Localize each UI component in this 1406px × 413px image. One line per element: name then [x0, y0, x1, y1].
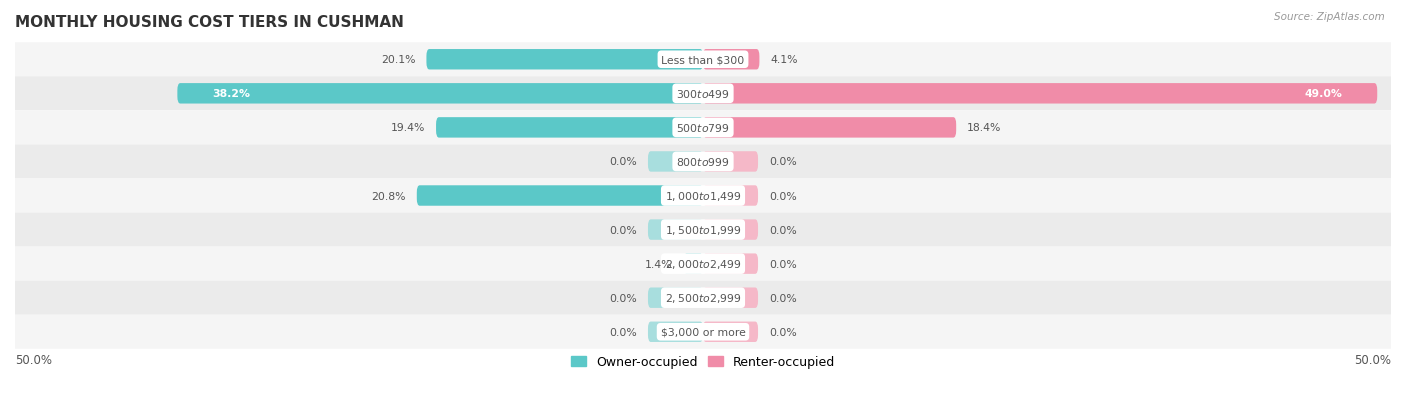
Text: 50.0%: 50.0%	[15, 353, 52, 366]
Text: 0.0%: 0.0%	[769, 191, 797, 201]
Text: Less than $300: Less than $300	[661, 55, 745, 65]
FancyBboxPatch shape	[648, 322, 703, 342]
Text: $1,000 to $1,499: $1,000 to $1,499	[665, 190, 741, 202]
Text: 0.0%: 0.0%	[609, 157, 637, 167]
FancyBboxPatch shape	[15, 281, 1391, 315]
Text: 18.4%: 18.4%	[967, 123, 1001, 133]
FancyBboxPatch shape	[703, 322, 758, 342]
Text: 0.0%: 0.0%	[769, 225, 797, 235]
Text: 1.4%: 1.4%	[645, 259, 672, 269]
FancyBboxPatch shape	[703, 186, 758, 206]
FancyBboxPatch shape	[15, 43, 1391, 77]
FancyBboxPatch shape	[426, 50, 703, 70]
Text: 0.0%: 0.0%	[769, 157, 797, 167]
FancyBboxPatch shape	[15, 111, 1391, 145]
FancyBboxPatch shape	[15, 247, 1391, 281]
Text: $300 to $499: $300 to $499	[676, 88, 730, 100]
FancyBboxPatch shape	[648, 152, 703, 172]
Text: $3,000 or more: $3,000 or more	[661, 327, 745, 337]
FancyBboxPatch shape	[703, 254, 758, 274]
FancyBboxPatch shape	[703, 288, 758, 308]
Text: Source: ZipAtlas.com: Source: ZipAtlas.com	[1274, 12, 1385, 22]
FancyBboxPatch shape	[177, 84, 703, 104]
Text: $2,500 to $2,999: $2,500 to $2,999	[665, 292, 741, 304]
Text: 0.0%: 0.0%	[769, 293, 797, 303]
Text: MONTHLY HOUSING COST TIERS IN CUSHMAN: MONTHLY HOUSING COST TIERS IN CUSHMAN	[15, 15, 404, 30]
Text: 0.0%: 0.0%	[609, 293, 637, 303]
Text: 4.1%: 4.1%	[770, 55, 799, 65]
Legend: Owner-occupied, Renter-occupied: Owner-occupied, Renter-occupied	[567, 350, 839, 373]
Text: $1,500 to $1,999: $1,500 to $1,999	[665, 223, 741, 237]
Text: 0.0%: 0.0%	[609, 327, 637, 337]
FancyBboxPatch shape	[15, 179, 1391, 213]
Text: $500 to $799: $500 to $799	[676, 122, 730, 134]
Text: $2,000 to $2,499: $2,000 to $2,499	[665, 258, 741, 271]
FancyBboxPatch shape	[703, 84, 1378, 104]
Text: $800 to $999: $800 to $999	[676, 156, 730, 168]
Text: 19.4%: 19.4%	[391, 123, 425, 133]
FancyBboxPatch shape	[648, 288, 703, 308]
FancyBboxPatch shape	[703, 118, 956, 138]
FancyBboxPatch shape	[436, 118, 703, 138]
Text: 20.1%: 20.1%	[381, 55, 415, 65]
FancyBboxPatch shape	[703, 152, 758, 172]
FancyBboxPatch shape	[416, 186, 703, 206]
Text: 0.0%: 0.0%	[769, 259, 797, 269]
FancyBboxPatch shape	[703, 220, 758, 240]
FancyBboxPatch shape	[15, 315, 1391, 349]
Text: 0.0%: 0.0%	[769, 327, 797, 337]
Text: 49.0%: 49.0%	[1305, 89, 1343, 99]
FancyBboxPatch shape	[15, 145, 1391, 179]
Text: 38.2%: 38.2%	[212, 89, 250, 99]
FancyBboxPatch shape	[15, 213, 1391, 247]
Text: 20.8%: 20.8%	[371, 191, 406, 201]
FancyBboxPatch shape	[683, 254, 703, 274]
FancyBboxPatch shape	[648, 220, 703, 240]
Text: 50.0%: 50.0%	[1354, 353, 1391, 366]
Text: 0.0%: 0.0%	[609, 225, 637, 235]
FancyBboxPatch shape	[15, 77, 1391, 111]
FancyBboxPatch shape	[703, 50, 759, 70]
